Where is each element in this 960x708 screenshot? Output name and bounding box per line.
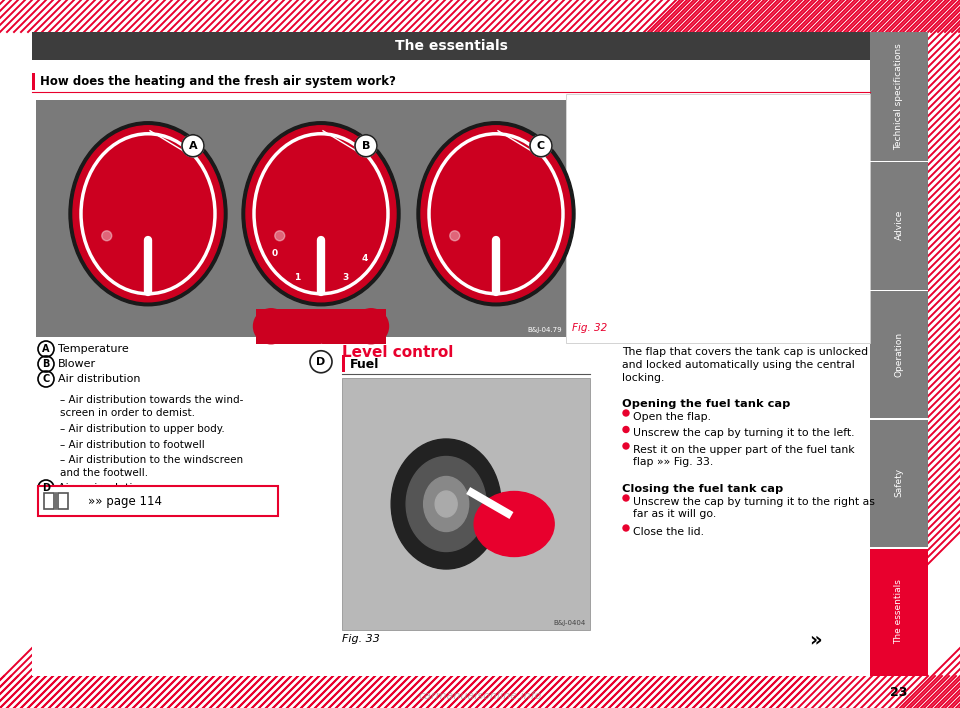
Bar xyxy=(44,493,54,509)
Ellipse shape xyxy=(242,122,400,306)
Text: – Air distribution to footwell: – Air distribution to footwell xyxy=(60,440,204,450)
Bar xyxy=(58,493,68,509)
Bar xyxy=(342,355,345,372)
Ellipse shape xyxy=(391,439,501,569)
Text: Blower: Blower xyxy=(58,359,96,369)
Ellipse shape xyxy=(246,126,396,302)
Bar xyxy=(256,309,386,344)
Bar xyxy=(870,547,928,676)
Text: Level control: Level control xyxy=(342,345,453,360)
Ellipse shape xyxy=(421,126,571,302)
Text: 0: 0 xyxy=(272,249,277,258)
Text: Operation: Operation xyxy=(895,331,903,377)
Bar xyxy=(32,73,35,90)
Circle shape xyxy=(275,231,285,241)
Text: Open the flap.: Open the flap. xyxy=(633,412,711,422)
Circle shape xyxy=(623,443,629,449)
Ellipse shape xyxy=(423,476,468,532)
Ellipse shape xyxy=(474,491,554,556)
Text: Unscrew the cap by turning it to the right as
far as it will go.: Unscrew the cap by turning it to the rig… xyxy=(633,497,875,520)
Bar xyxy=(0,676,960,708)
Text: Close the lid.: Close the lid. xyxy=(633,527,704,537)
Circle shape xyxy=(310,350,332,372)
Text: – Air distribution towards the wind-
screen in order to demist.: – Air distribution towards the wind- scr… xyxy=(60,395,244,418)
Circle shape xyxy=(353,309,389,344)
Bar xyxy=(36,100,566,337)
Text: Fuel: Fuel xyxy=(350,358,379,370)
Circle shape xyxy=(623,410,629,416)
Text: Temperature: Temperature xyxy=(58,344,129,354)
Text: 23: 23 xyxy=(890,685,908,699)
Text: C: C xyxy=(537,141,545,151)
Text: The essentials: The essentials xyxy=(895,579,903,644)
Text: »» page 114: »» page 114 xyxy=(88,494,162,508)
Circle shape xyxy=(623,525,629,531)
Circle shape xyxy=(355,135,377,156)
Text: Air recirculation: Air recirculation xyxy=(58,483,146,493)
Bar xyxy=(870,547,928,549)
Circle shape xyxy=(623,495,629,501)
Ellipse shape xyxy=(69,122,227,306)
Bar xyxy=(870,32,928,161)
Ellipse shape xyxy=(435,491,457,517)
Text: Safety: Safety xyxy=(895,468,903,497)
Circle shape xyxy=(102,231,111,241)
Circle shape xyxy=(530,135,552,156)
Bar xyxy=(342,378,590,630)
Text: Fig. 33: Fig. 33 xyxy=(342,634,380,644)
Ellipse shape xyxy=(406,457,486,552)
Text: B&J-04.79: B&J-04.79 xyxy=(527,327,562,333)
Text: Fig. 32: Fig. 32 xyxy=(572,323,608,333)
Bar xyxy=(870,290,928,291)
Bar xyxy=(566,94,870,343)
Text: How does the heating and the fresh air system work?: How does the heating and the fresh air s… xyxy=(40,74,396,88)
Text: 4: 4 xyxy=(362,254,368,263)
Text: Closing the fuel tank cap: Closing the fuel tank cap xyxy=(622,484,783,494)
Text: Rest it on the upper part of the fuel tank
flap »» Fig. 33.: Rest it on the upper part of the fuel ta… xyxy=(633,445,854,467)
Text: B&J-0404: B&J-0404 xyxy=(554,620,586,626)
Text: 3: 3 xyxy=(342,273,348,282)
Text: D: D xyxy=(42,483,50,493)
Ellipse shape xyxy=(73,126,223,302)
Text: »: » xyxy=(809,631,822,649)
Text: Unscrew the cap by turning it to the left.: Unscrew the cap by turning it to the lef… xyxy=(633,428,854,438)
Text: Advice: Advice xyxy=(895,210,903,241)
Text: B: B xyxy=(42,359,50,369)
Bar xyxy=(928,0,960,708)
Bar xyxy=(32,32,870,60)
Text: A: A xyxy=(189,141,198,151)
Circle shape xyxy=(182,135,204,156)
Bar xyxy=(0,0,960,32)
Text: B: B xyxy=(362,141,371,151)
Text: – Air distribution to the windscreen
and the footwell.: – Air distribution to the windscreen and… xyxy=(60,455,243,478)
Bar xyxy=(467,487,514,519)
Text: C: C xyxy=(42,374,50,384)
Bar xyxy=(870,161,928,162)
Text: 2: 2 xyxy=(318,279,324,288)
Text: Technical specifications: Technical specifications xyxy=(895,43,903,150)
Bar xyxy=(870,290,928,418)
Text: The essentials: The essentials xyxy=(395,39,508,53)
Bar xyxy=(870,418,928,547)
Text: Air distribution: Air distribution xyxy=(58,374,140,384)
Text: The flap that covers the tank cap is unlocked
and locked automatically using the: The flap that covers the tank cap is unl… xyxy=(622,347,868,384)
Text: – Air distribution to upper body.: – Air distribution to upper body. xyxy=(60,424,225,434)
Bar xyxy=(38,486,278,516)
Text: D: D xyxy=(317,357,325,367)
Text: 1: 1 xyxy=(294,273,300,282)
Text: carmanualsonline.info: carmanualsonline.info xyxy=(419,691,541,701)
Bar xyxy=(870,418,928,420)
Circle shape xyxy=(253,309,289,344)
Text: A: A xyxy=(42,344,50,354)
Ellipse shape xyxy=(417,122,575,306)
Bar xyxy=(0,0,32,708)
Circle shape xyxy=(449,231,460,241)
Text: Opening the fuel tank cap: Opening the fuel tank cap xyxy=(622,399,790,409)
Bar xyxy=(870,161,928,290)
Circle shape xyxy=(623,426,629,433)
